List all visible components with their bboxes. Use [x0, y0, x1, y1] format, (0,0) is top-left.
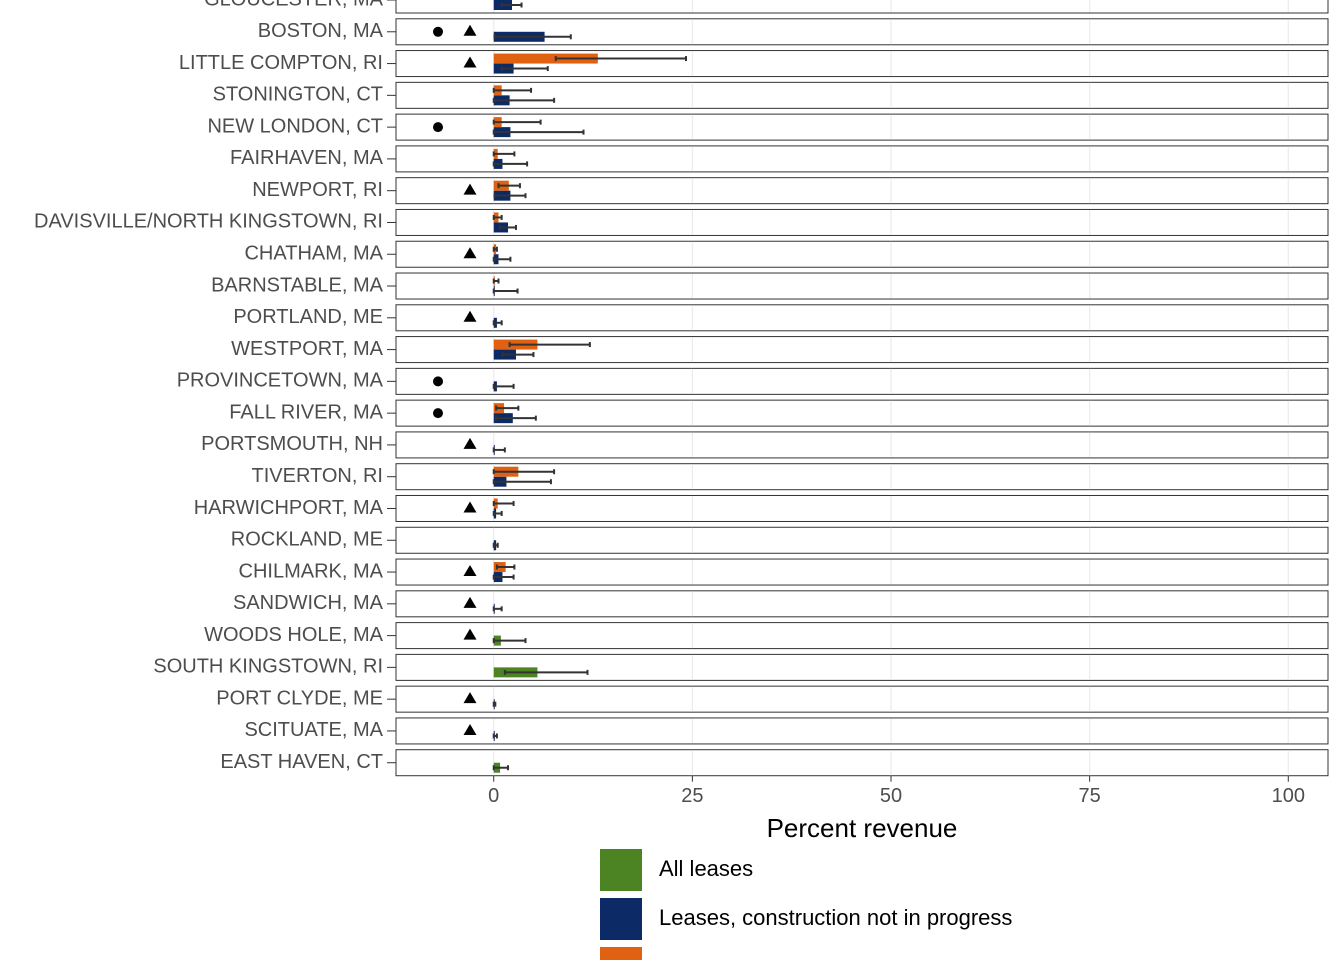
facet-panel — [395, 653, 1329, 681]
facet-panel — [395, 749, 1329, 777]
y-tick-label: ROCKLAND, ME — [231, 529, 383, 551]
facet-panel — [395, 526, 1329, 554]
facet-panel — [395, 81, 1329, 109]
facet-panel — [395, 558, 1329, 586]
legend-swatch — [600, 947, 642, 960]
y-tick-label: CHATHAM, MA — [244, 243, 383, 265]
y-tick-label: CHILMARK, MA — [239, 560, 384, 582]
facet-panel — [395, 304, 1329, 332]
symbol-circle — [433, 408, 443, 419]
symbol-triangle — [463, 501, 477, 513]
legend-swatch — [600, 849, 642, 891]
y-tick-label: PORTSMOUTH, NH — [201, 433, 383, 455]
x-tick-label: 0 — [488, 785, 499, 807]
symbol-circle — [433, 376, 443, 387]
legend-label: Leases, construction not in progress — [659, 905, 1012, 930]
facet-panel — [395, 0, 1329, 14]
symbol-triangle — [463, 183, 477, 195]
y-tick-label: FALL RIVER, MA — [229, 401, 383, 423]
y-tick-label: SCITUATE, MA — [244, 719, 383, 741]
legend-label: All leases — [659, 856, 753, 881]
x-tick-label: 25 — [681, 785, 703, 807]
facet-panel — [395, 272, 1329, 300]
y-tick-label: EAST HAVEN, CT — [220, 751, 383, 773]
facet-panel — [395, 590, 1329, 618]
y-tick-label: NEWPORT, RI — [252, 179, 383, 201]
symbol-triangle — [463, 565, 477, 577]
y-tick-label: PROVINCETOWN, MA — [177, 370, 384, 392]
facet-panel — [395, 177, 1329, 205]
facet-panel — [395, 145, 1329, 173]
y-tick-label: STONINGTON, CT — [213, 84, 383, 106]
y-tick-label: BARNSTABLE, MA — [211, 274, 384, 296]
y-tick-label: TIVERTON, RI — [251, 465, 383, 487]
y-tick-label: SOUTH KINGSTOWN, RI — [153, 656, 383, 678]
x-tick-label: 75 — [1079, 785, 1101, 807]
symbol-triangle — [463, 628, 477, 640]
symbol-triangle — [463, 596, 477, 608]
symbol-triangle — [463, 437, 477, 449]
symbol-triangle — [463, 247, 477, 259]
facet-panel — [395, 399, 1329, 427]
symbol-triangle — [463, 692, 477, 704]
x-axis-title: Percent revenue — [767, 813, 958, 843]
y-tick-label: DAVISVILLE/NORTH KINGSTOWN, RI — [34, 211, 383, 233]
x-tick-label: 50 — [880, 785, 902, 807]
y-tick-label: SANDWICH, MA — [233, 592, 384, 614]
facet-panel — [395, 208, 1329, 236]
y-tick-label: WOODS HOLE, MA — [204, 624, 384, 646]
facet-panel — [395, 463, 1329, 491]
facet-panel — [395, 717, 1329, 745]
y-tick-label: BOSTON, MA — [258, 20, 384, 42]
facet-panel — [395, 336, 1329, 364]
symbol-triangle — [463, 56, 477, 68]
legend-swatch — [600, 898, 642, 940]
y-tick-label: LITTLE COMPTON, RI — [179, 52, 383, 74]
symbol-circle — [433, 26, 443, 37]
y-tick-label: PORT CLYDE, ME — [216, 687, 383, 709]
facet-panel — [395, 18, 1329, 46]
x-tick-label: 100 — [1272, 785, 1305, 807]
facet-panel — [395, 367, 1329, 395]
y-tick-label: NEW LONDON, CT — [207, 115, 383, 137]
facet-panel — [395, 113, 1329, 141]
bar — [493, 53, 598, 64]
symbol-triangle — [463, 24, 477, 36]
y-tick-label: FAIRHAVEN, MA — [230, 147, 384, 169]
facet-panel — [395, 431, 1329, 459]
facet-panel — [395, 240, 1329, 268]
facet-panel — [395, 622, 1329, 650]
symbol-triangle — [463, 723, 477, 735]
symbol-circle — [433, 122, 443, 133]
y-tick-label: WESTPORT, MA — [231, 338, 384, 360]
y-tick-label: GLOUCESTER, MA — [204, 0, 384, 10]
facet-panel — [395, 685, 1329, 713]
symbol-triangle — [463, 310, 477, 322]
facet-panel — [395, 494, 1329, 522]
y-tick-label: HARWICHPORT, MA — [194, 497, 384, 519]
y-tick-label: PORTLAND, ME — [233, 306, 383, 328]
